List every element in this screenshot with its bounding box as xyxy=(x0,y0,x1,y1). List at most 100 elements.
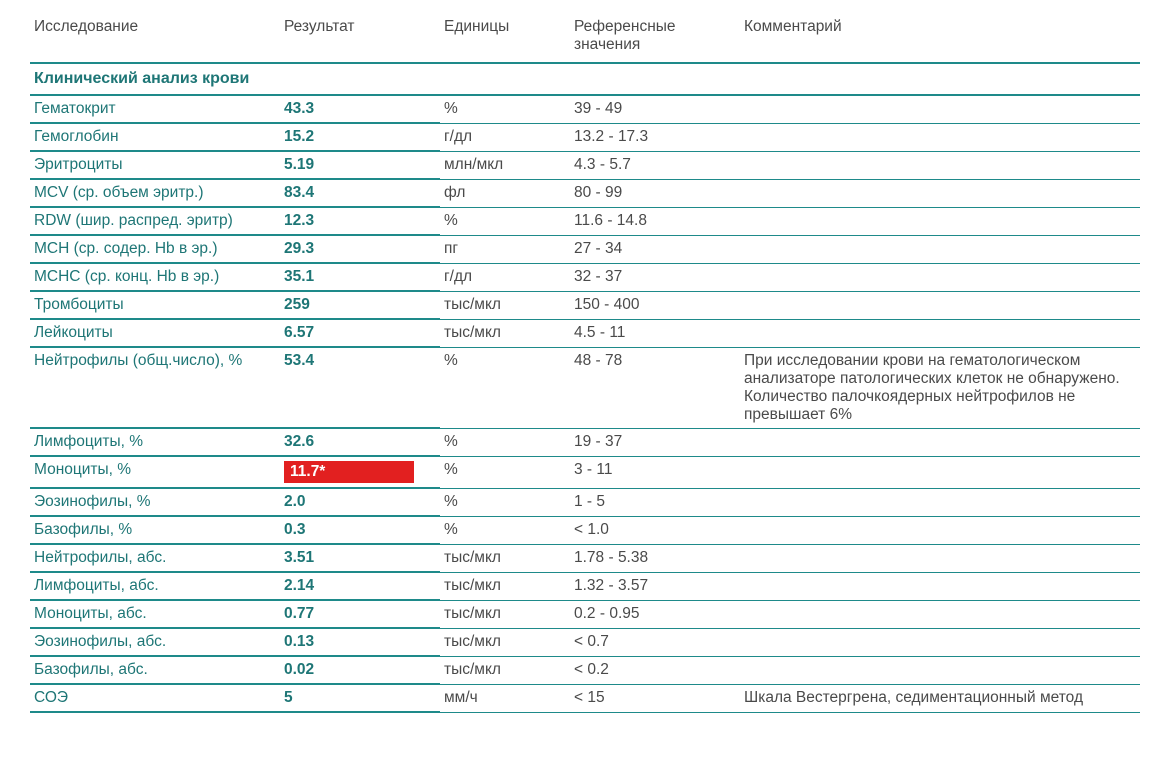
units-cell: % xyxy=(440,456,570,488)
test-name-cell: Эозинофилы, абс. xyxy=(30,628,280,656)
comment-cell xyxy=(740,544,1140,572)
units-cell: тыс/мкл xyxy=(440,656,570,684)
header-test: Исследование xyxy=(30,12,280,63)
comment-cell xyxy=(740,263,1140,291)
section-title: Клинический анализ крови xyxy=(30,63,1140,95)
table-row: Эритроциты5.19млн/мкл4.3 - 5.7 xyxy=(30,151,1140,179)
reference-cell: < 1.0 xyxy=(570,516,740,544)
header-result: Результат xyxy=(280,12,440,63)
test-name-cell: СОЭ xyxy=(30,684,280,712)
reference-cell: 48 - 78 xyxy=(570,347,740,428)
table-row: Эозинофилы, %2.0%1 - 5 xyxy=(30,488,1140,516)
table-row: СОЭ5мм/ч< 15Шкала Вестергрена, седимента… xyxy=(30,684,1140,712)
header-comment: Комментарий xyxy=(740,12,1140,63)
result-cell: 0.77 xyxy=(280,600,440,628)
result-cell: 2.0 xyxy=(280,488,440,516)
test-name-cell: Эритроциты xyxy=(30,151,280,179)
units-cell: фл xyxy=(440,179,570,207)
units-cell: тыс/мкл xyxy=(440,291,570,319)
test-name-cell: RDW (шир. распред. эритр) xyxy=(30,207,280,235)
reference-cell: 39 - 49 xyxy=(570,95,740,123)
table-row: Лимфоциты, абс.2.14тыс/мкл1.32 - 3.57 xyxy=(30,572,1140,600)
comment-cell xyxy=(740,572,1140,600)
comment-cell: При исследовании крови на гематологическ… xyxy=(740,347,1140,428)
test-name-cell: Гематокрит xyxy=(30,95,280,123)
result-cell: 0.02 xyxy=(280,656,440,684)
result-cell: 29.3 xyxy=(280,235,440,263)
test-name-cell: Тромбоциты xyxy=(30,291,280,319)
reference-cell: 1 - 5 xyxy=(570,488,740,516)
table-row: Эозинофилы, абс.0.13тыс/мкл< 0.7 xyxy=(30,628,1140,656)
table-body: Клинический анализ крови Гематокрит43.3%… xyxy=(30,63,1140,712)
comment-cell xyxy=(740,488,1140,516)
units-cell: тыс/мкл xyxy=(440,628,570,656)
reference-cell: < 0.2 xyxy=(570,656,740,684)
reference-cell: 32 - 37 xyxy=(570,263,740,291)
reference-cell: 150 - 400 xyxy=(570,291,740,319)
units-cell: тыс/мкл xyxy=(440,319,570,347)
comment-cell xyxy=(740,456,1140,488)
test-name-cell: Нейтрофилы (общ.число), % xyxy=(30,347,280,428)
units-cell: % xyxy=(440,95,570,123)
flagged-value: 11.7* xyxy=(284,461,414,483)
comment-cell xyxy=(740,95,1140,123)
test-name-cell: MCHC (ср. конц. Hb в эр.) xyxy=(30,263,280,291)
units-cell: тыс/мкл xyxy=(440,572,570,600)
header-units: Единицы xyxy=(440,12,570,63)
comment-cell xyxy=(740,319,1140,347)
result-cell: 6.57 xyxy=(280,319,440,347)
table-row: Моноциты, %11.7*%3 - 11 xyxy=(30,456,1140,488)
test-name-cell: Лейкоциты xyxy=(30,319,280,347)
test-name-cell: Моноциты, % xyxy=(30,456,280,488)
reference-cell: 1.32 - 3.57 xyxy=(570,572,740,600)
units-cell: тыс/мкл xyxy=(440,600,570,628)
comment-cell: Шкала Вестергрена, седиментационный мето… xyxy=(740,684,1140,712)
test-name-cell: Эозинофилы, % xyxy=(30,488,280,516)
units-cell: г/дл xyxy=(440,123,570,151)
comment-cell xyxy=(740,291,1140,319)
units-cell: % xyxy=(440,488,570,516)
reference-cell: 4.3 - 5.7 xyxy=(570,151,740,179)
result-cell: 83.4 xyxy=(280,179,440,207)
units-cell: % xyxy=(440,207,570,235)
comment-cell xyxy=(740,207,1140,235)
result-cell: 5 xyxy=(280,684,440,712)
result-cell: 0.13 xyxy=(280,628,440,656)
units-cell: % xyxy=(440,428,570,456)
reference-cell: < 0.7 xyxy=(570,628,740,656)
test-name-cell: MCV (ср. объем эритр.) xyxy=(30,179,280,207)
table-row: Тромбоциты259тыс/мкл150 - 400 xyxy=(30,291,1140,319)
lab-results-table: Исследование Результат Единицы Референсн… xyxy=(30,12,1140,713)
table-row: MCV (ср. объем эритр.)83.4фл80 - 99 xyxy=(30,179,1140,207)
test-name-cell: Лимфоциты, абс. xyxy=(30,572,280,600)
result-cell: 0.3 xyxy=(280,516,440,544)
reference-cell: 3 - 11 xyxy=(570,456,740,488)
section-header-row: Клинический анализ крови xyxy=(30,63,1140,95)
units-cell: пг xyxy=(440,235,570,263)
result-cell: 12.3 xyxy=(280,207,440,235)
table-row: Лейкоциты6.57тыс/мкл4.5 - 11 xyxy=(30,319,1140,347)
result-cell: 32.6 xyxy=(280,428,440,456)
comment-cell xyxy=(740,628,1140,656)
test-name-cell: Базофилы, % xyxy=(30,516,280,544)
reference-cell: 80 - 99 xyxy=(570,179,740,207)
reference-cell: 4.5 - 11 xyxy=(570,319,740,347)
reference-cell: 27 - 34 xyxy=(570,235,740,263)
units-cell: % xyxy=(440,516,570,544)
units-cell: тыс/мкл xyxy=(440,544,570,572)
header-reference: Референсные значения xyxy=(570,12,740,63)
units-cell: % xyxy=(440,347,570,428)
result-cell: 15.2 xyxy=(280,123,440,151)
reference-cell: 19 - 37 xyxy=(570,428,740,456)
units-cell: млн/мкл xyxy=(440,151,570,179)
comment-cell xyxy=(740,428,1140,456)
comment-cell xyxy=(740,179,1140,207)
table-row: MCHC (ср. конц. Hb в эр.)35.1г/дл32 - 37 xyxy=(30,263,1140,291)
result-cell: 3.51 xyxy=(280,544,440,572)
comment-cell xyxy=(740,235,1140,263)
table-row: Нейтрофилы, абс.3.51тыс/мкл1.78 - 5.38 xyxy=(30,544,1140,572)
test-name-cell: Базофилы, абс. xyxy=(30,656,280,684)
reference-cell: 11.6 - 14.8 xyxy=(570,207,740,235)
table-row: Лимфоциты, %32.6%19 - 37 xyxy=(30,428,1140,456)
table-row: Нейтрофилы (общ.число), %53.4%48 - 78При… xyxy=(30,347,1140,428)
